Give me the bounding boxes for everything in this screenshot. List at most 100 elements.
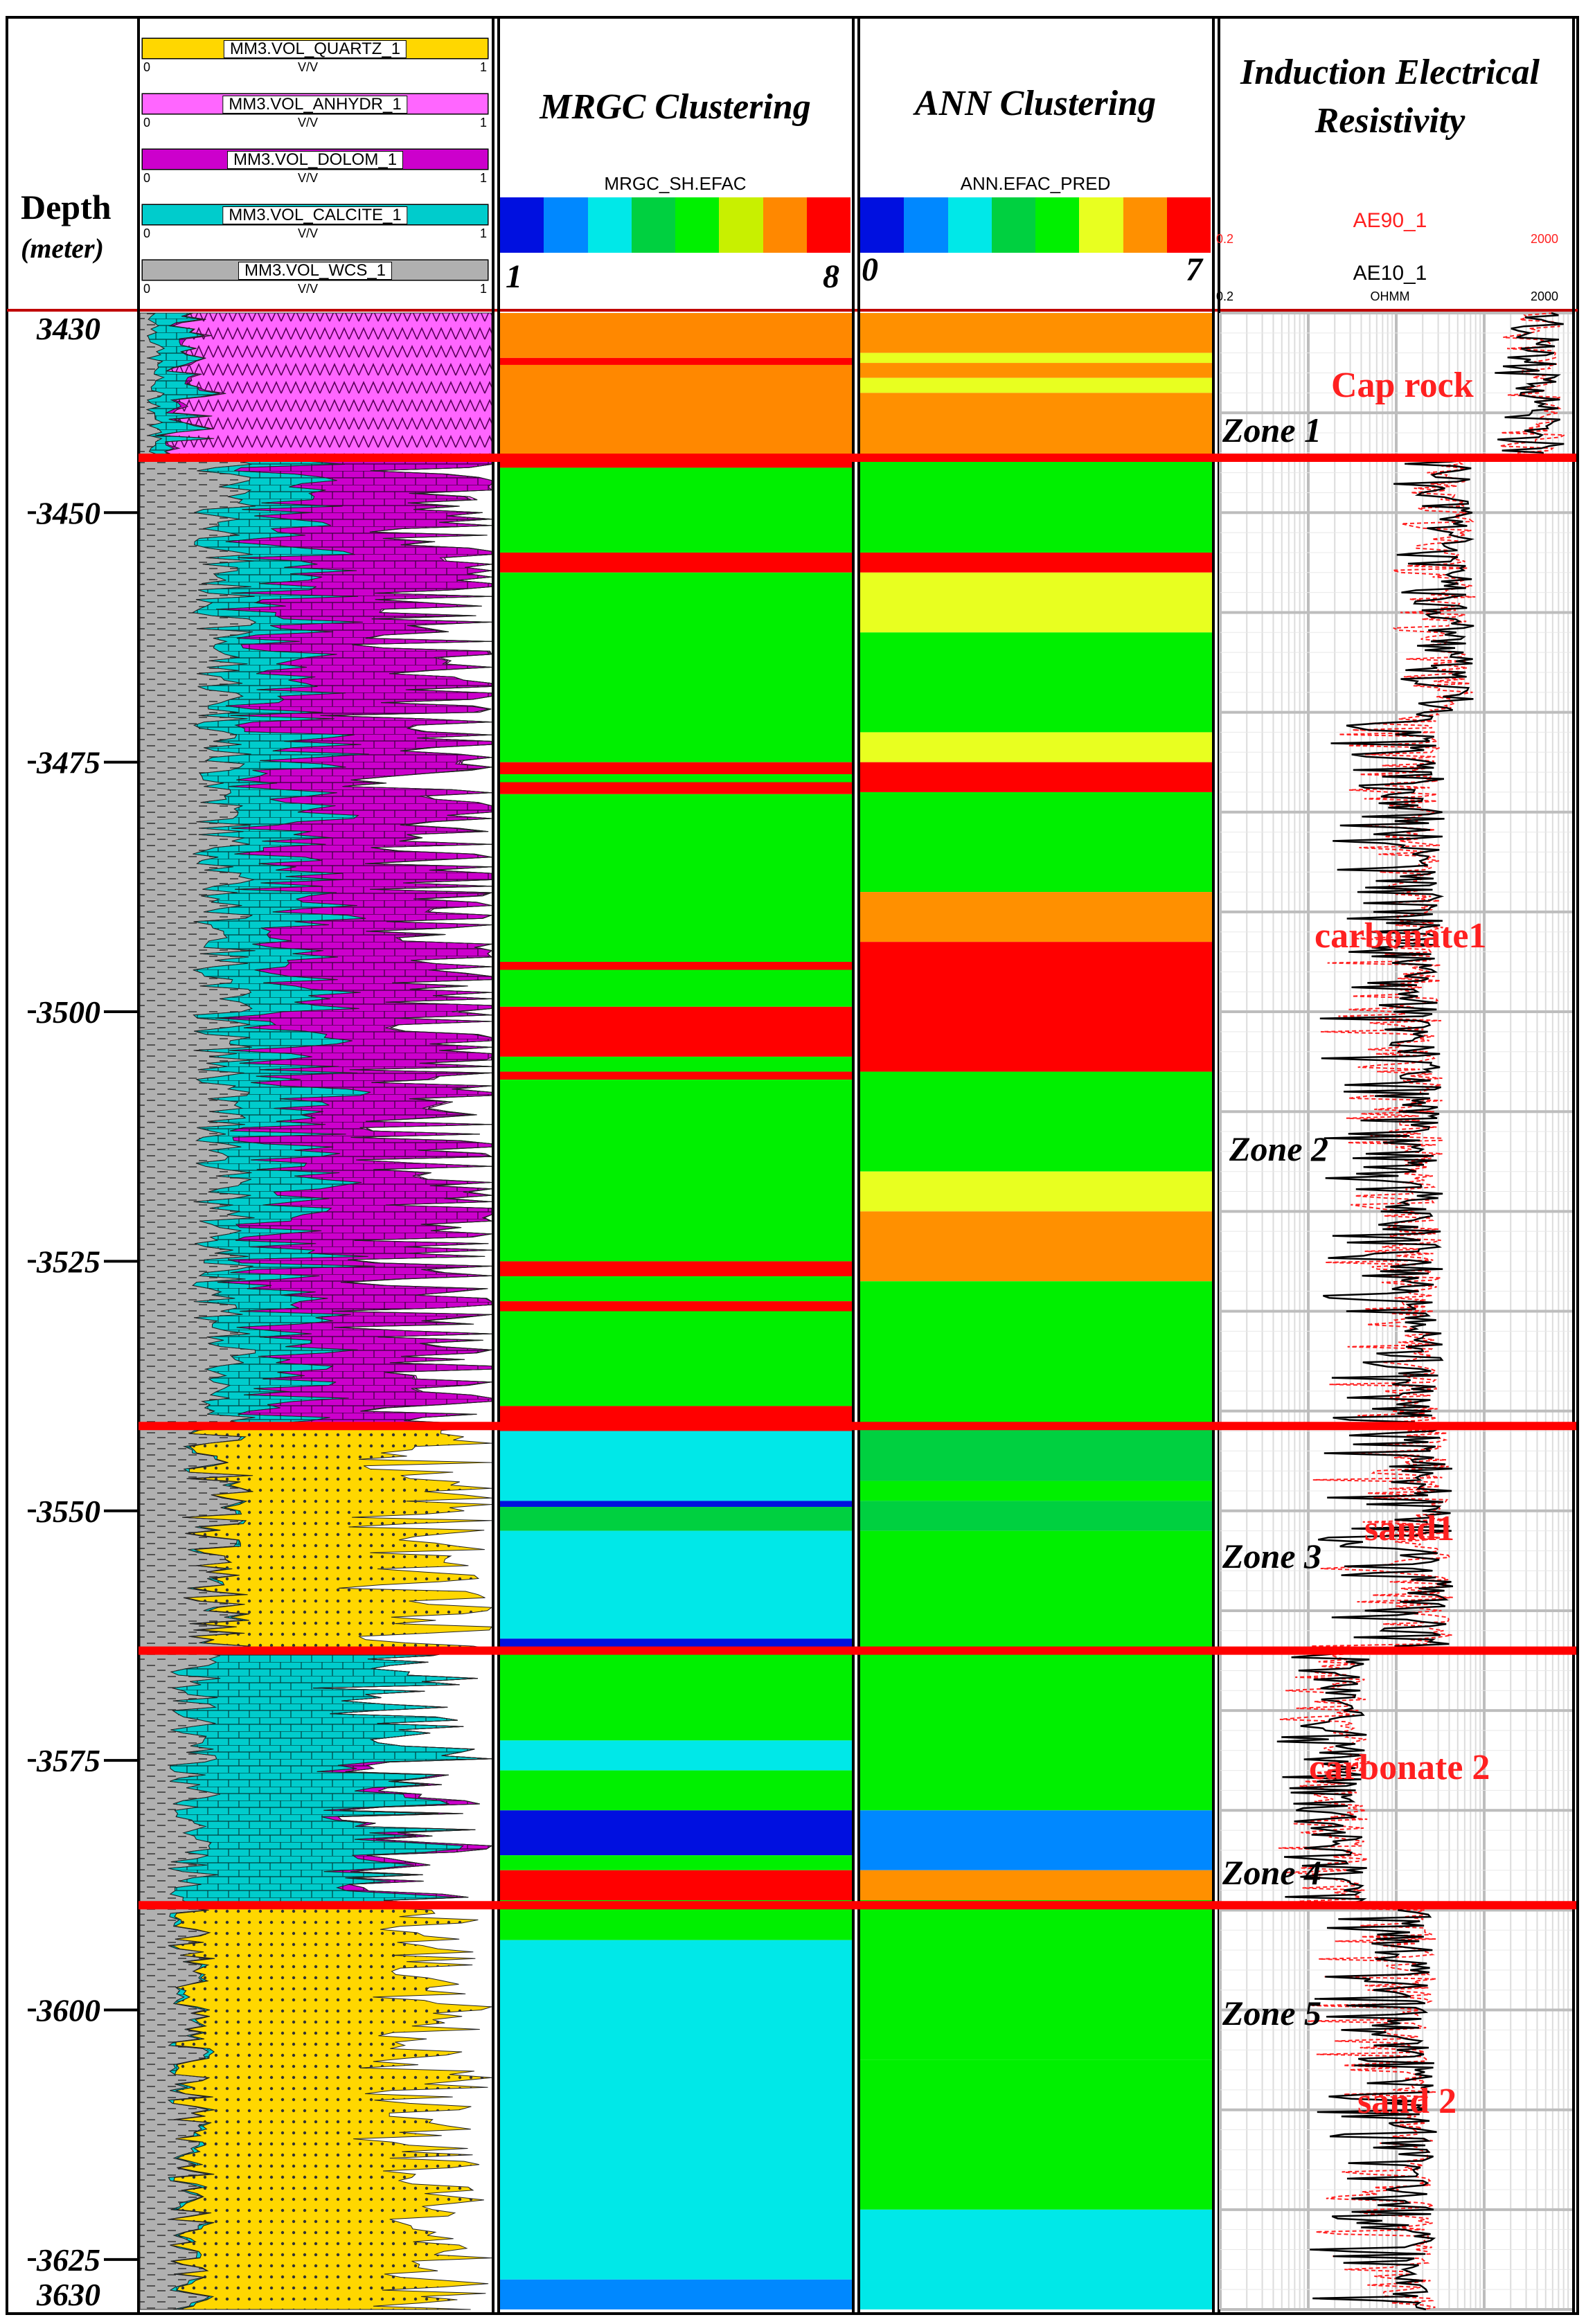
mrgc-scale-min: 1 xyxy=(506,258,522,295)
depth-tick-label: 3500 xyxy=(36,994,100,1030)
shallow-scale-min: 0.2 xyxy=(1216,289,1234,303)
lithology-legend-calcite: MM3.VOL_CALCITE_1 0 V/V 1 xyxy=(142,204,488,247)
resistivity-unit: OHMM xyxy=(1370,289,1410,303)
mrgc-title: MRGC Clustering xyxy=(540,87,811,127)
ann-cluster-bands xyxy=(860,313,1212,2309)
cluster-band xyxy=(860,1171,1212,1212)
zone-2-label: Zone 2 xyxy=(1229,1129,1329,1168)
sand2-label: sand 2 xyxy=(1357,2082,1457,2121)
lithology-legend-wcs: MM3.VOL_WCS_1 0 V/V 1 xyxy=(142,260,488,303)
depth-tick-label: 3575 xyxy=(36,1743,100,1778)
resistivity-curves xyxy=(1276,312,1565,2311)
cluster-band xyxy=(500,1276,852,1302)
quartz-label: MM3.VOL_QUARTZ_1 xyxy=(223,40,407,58)
mrgc-curve-label: MRGC_SH.EFAC xyxy=(604,173,747,194)
depth-tick-label: 3550 xyxy=(36,1494,100,1529)
cluster-band xyxy=(860,1900,1212,2060)
track-border xyxy=(857,16,1215,2315)
color-scale-cell xyxy=(1035,197,1080,253)
cluster-band xyxy=(500,1431,852,1501)
cluster-band xyxy=(500,1740,852,1771)
cluster-band xyxy=(500,572,852,762)
depth-tick-label: 3475 xyxy=(36,745,100,780)
cluster-band xyxy=(860,1281,1212,1427)
cluster-band xyxy=(500,969,852,1007)
color-scale-cell xyxy=(763,197,807,253)
color-scale-cell xyxy=(1166,197,1211,253)
color-scale-cell xyxy=(806,197,850,253)
wcs-label: MM3.VOL_WCS_1 xyxy=(238,262,393,280)
cluster-band xyxy=(500,1870,852,1900)
color-scale-cell xyxy=(1123,197,1167,253)
mrgc-scale-max: 8 xyxy=(823,258,839,295)
cluster-band xyxy=(500,762,852,774)
ann-scale-min: 0 xyxy=(862,251,878,288)
depth-unit: (meter) xyxy=(21,233,104,264)
carbonate1-label: carbonate1 xyxy=(1315,916,1487,956)
color-scale-cell xyxy=(719,197,763,253)
wcs-scale-unit: V/V xyxy=(298,282,319,296)
cluster-band xyxy=(500,552,852,573)
depth-tick-label: 3625 xyxy=(36,2242,100,2278)
cluster-band xyxy=(500,1507,852,1531)
wcs-scale-max: 1 xyxy=(479,282,487,296)
cluster-band xyxy=(500,1080,852,1262)
zone-boundaries xyxy=(139,454,1576,1910)
zone-1-label: Zone 1 xyxy=(1222,411,1322,449)
anhydrite-scale-max: 1 xyxy=(479,116,487,129)
quartz-scale-unit: V/V xyxy=(298,60,319,74)
cluster-band xyxy=(860,1426,1212,1481)
cluster-band xyxy=(500,1940,852,2280)
cluster-band xyxy=(500,1770,852,1811)
quartz-scale-min: 0 xyxy=(143,60,151,74)
cluster-band xyxy=(500,1056,852,1072)
depth-tick-label: 3630 xyxy=(36,2277,100,2312)
cluster-band xyxy=(500,794,852,962)
color-scale-cell xyxy=(631,197,675,253)
lithology-legend-dolomite: MM3.VOL_DOLOM_1 0 V/V 1 xyxy=(142,149,488,192)
cluster-band xyxy=(860,377,1212,393)
mrgc-cluster-bands xyxy=(500,313,852,2309)
ae10-curve xyxy=(1276,312,1565,2311)
dolomite-label: MM3.VOL_DOLOM_1 xyxy=(226,151,404,169)
deep-scale-min: 0.2 xyxy=(1216,232,1234,246)
carbonate2-label: carbonate 2 xyxy=(1309,1748,1490,1787)
cluster-band xyxy=(500,357,852,365)
ann-title: ANN Clustering xyxy=(914,84,1157,123)
anhydrite-scale-unit: V/V xyxy=(298,116,319,129)
ann-scale-max: 7 xyxy=(1186,251,1202,288)
dolomite-scale-unit: V/V xyxy=(298,171,319,185)
cluster-band xyxy=(500,467,852,553)
lithology-legend-quartz: MM3.VOL_QUARTZ_1 0 V/V 1 xyxy=(142,38,488,81)
cluster-band xyxy=(500,1301,852,1312)
lithology-fill-track xyxy=(139,312,493,2310)
cluster-band xyxy=(860,942,1212,1072)
anhydrite-scale-min: 0 xyxy=(143,116,151,129)
color-scale-cell xyxy=(544,197,588,253)
quartz-scale-max: 1 xyxy=(479,60,487,74)
calcite-scale-min: 0 xyxy=(143,226,151,240)
cluster-band xyxy=(860,1501,1212,1531)
cluster-band xyxy=(500,1650,852,1741)
wcs-scale-min: 0 xyxy=(143,282,151,296)
cluster-band xyxy=(500,782,852,794)
anhydrite-label: MM3.VOL_ANHYDR_1 xyxy=(222,96,408,114)
mrgc-color-scale xyxy=(500,197,850,253)
cluster-band xyxy=(500,961,852,970)
dolomite-scale-min: 0 xyxy=(143,171,151,185)
color-scale-cell xyxy=(1079,197,1123,253)
cluster-band xyxy=(500,1006,852,1057)
depth-tick-label: 3525 xyxy=(36,1244,100,1279)
cluster-band xyxy=(860,732,1212,762)
cluster-band xyxy=(500,1855,852,1870)
deep-scale-max: 2000 xyxy=(1531,232,1559,246)
cluster-band xyxy=(860,632,1212,733)
cluster-band xyxy=(860,393,1212,458)
dolomite-scale-max: 1 xyxy=(479,171,487,185)
color-scale-cell xyxy=(860,197,905,253)
cluster-band xyxy=(860,1481,1212,1501)
zone-4-label: Zone 4 xyxy=(1222,1853,1322,1892)
cluster-band xyxy=(860,1211,1212,1282)
